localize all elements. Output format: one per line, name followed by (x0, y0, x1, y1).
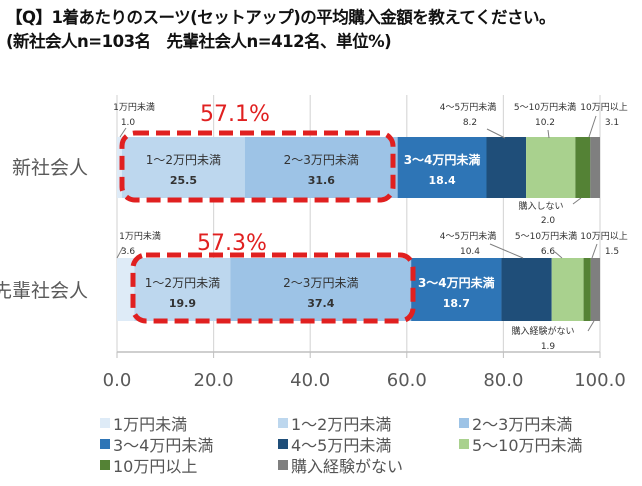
legend-label: 1〜2万円未満 (291, 414, 392, 434)
segment-value: 3.1 (605, 118, 619, 128)
segment-label: 1〜2万円未満 (145, 276, 220, 290)
bar-segment (551, 258, 584, 321)
legend-label: 1万円未満 (113, 414, 188, 434)
segment-value: 18.7 (443, 297, 470, 310)
legend-item: 2〜3万円未満 (459, 413, 639, 434)
legend-swatch (459, 438, 469, 449)
leader-line (489, 243, 524, 259)
legend: 1万円未満 1〜2万円未満 2〜3万円未満 3〜4万円未満 4〜5万円未満 5〜10万円未… (100, 413, 642, 476)
segment-label: 1万円未満 (119, 230, 161, 242)
leader-line (591, 243, 598, 259)
segment-value: 8.2 (463, 118, 477, 128)
segment-label: 1〜2万円未満 (146, 153, 221, 167)
legend-item: 1〜2万円未満 (278, 413, 459, 434)
bar-segment (244, 137, 398, 198)
bar-segment (134, 258, 231, 321)
segment-label: 5〜10万円未満 (514, 101, 576, 113)
legend-item: 購入経験がない (278, 455, 459, 476)
segment-label: 2〜3万円未満 (283, 276, 358, 290)
segment-value: 31.6 (308, 174, 335, 187)
bar-segment (583, 258, 591, 321)
bar-segment (411, 258, 502, 321)
x-tick-label: 20.0 (194, 370, 234, 391)
segment-value: 1.9 (541, 342, 556, 352)
segment-value: 1.0 (121, 118, 136, 128)
bar-segment (121, 137, 245, 198)
legend-label: 2〜3万円未満 (472, 414, 573, 434)
legend-label: 5〜10万円未満 (472, 435, 583, 455)
legend-swatch (100, 459, 110, 470)
leader-line (119, 127, 127, 138)
segment-value: 6.6 (541, 247, 556, 257)
bar-segment (590, 258, 600, 321)
x-tick-label: 80.0 (483, 370, 523, 391)
segment-value: 2.0 (541, 216, 556, 226)
segment-label: 購入しない (518, 200, 563, 212)
legend-swatch (100, 438, 110, 449)
legend-label: 10万円以上 (113, 456, 198, 476)
legend-label: 購入経験がない (291, 456, 404, 476)
category-label: 新社会人 (12, 157, 88, 179)
highlight-dashed-box (119, 130, 396, 203)
segment-label: 2〜3万円未満 (284, 153, 359, 167)
segment-value: 37.4 (307, 297, 334, 310)
category-label: 先輩社会人 (0, 280, 88, 302)
bar-segment (590, 137, 600, 198)
x-tick-label: 0.0 (103, 370, 132, 391)
x-tick-label: 100.0 (574, 370, 626, 391)
segment-label: 購入経験がない (511, 325, 574, 337)
legend-label: 4〜5万円未満 (291, 435, 392, 455)
segment-label: 3〜4万円未満 (418, 275, 495, 290)
segment-label: 4〜5万円未満 (440, 101, 496, 113)
leader-line (547, 129, 550, 139)
segment-value: 25.5 (170, 174, 197, 187)
leader-line (588, 115, 597, 138)
legend-item: 4〜5万円未満 (278, 434, 459, 455)
bar-segment (230, 258, 412, 321)
bar-segment (486, 137, 527, 198)
bar-segment (117, 258, 135, 321)
legend-swatch (278, 438, 288, 449)
bar-segment (501, 258, 552, 321)
legend-swatch (459, 417, 469, 428)
legend-swatch (100, 417, 110, 428)
segment-label: 5〜10万円未満 (515, 230, 577, 242)
bar-segment (526, 137, 576, 198)
segment-label: 4〜5万円未満 (440, 230, 496, 242)
legend-item: 5〜10万円未満 (459, 434, 639, 455)
legend-item: 10万円以上 (100, 455, 278, 476)
highlight-dashed-box (130, 252, 416, 324)
x-tick-label: 40.0 (290, 370, 330, 391)
bar-segment (117, 137, 122, 198)
segment-label: 3〜4万円未満 (404, 152, 481, 167)
segment-value: 3.6 (121, 247, 136, 257)
legend-swatch (278, 459, 288, 470)
leader-line (116, 246, 124, 259)
leader-line (486, 128, 506, 139)
x-tick-label: 60.0 (387, 370, 427, 391)
bar-segment (575, 137, 591, 198)
bar-segment (397, 137, 487, 198)
legend-item: 3〜4万円未満 (100, 434, 278, 455)
legend-label: 3〜4万円未満 (113, 435, 214, 455)
segment-value: 10.4 (460, 247, 480, 257)
segment-value: 10.2 (535, 118, 555, 128)
segment-label: 1万円未満 (113, 101, 155, 113)
chart-title-line-1: 【Q】1着あたりのスーツ(セットアップ)の平均購入金額を教えてください。 (6, 8, 555, 27)
leader-line (572, 197, 582, 205)
segment-value: 19.9 (169, 297, 196, 310)
highlight-total-label: 57.3% (197, 231, 267, 256)
segment-label: 10万円以上 (580, 102, 627, 113)
segment-value: 18.4 (428, 174, 455, 187)
legend-item: 1万円未満 (100, 413, 278, 434)
highlight-total-label: 57.1% (200, 102, 270, 127)
legend-swatch (278, 417, 288, 428)
segment-label: 10万円以上 (580, 231, 627, 242)
leader-line (587, 320, 595, 332)
leader-line (554, 251, 563, 259)
chart-title-line-2: (新社会人n=103名 先輩社会人n=412名、単位%) (6, 32, 392, 51)
segment-value: 1.5 (605, 247, 619, 257)
